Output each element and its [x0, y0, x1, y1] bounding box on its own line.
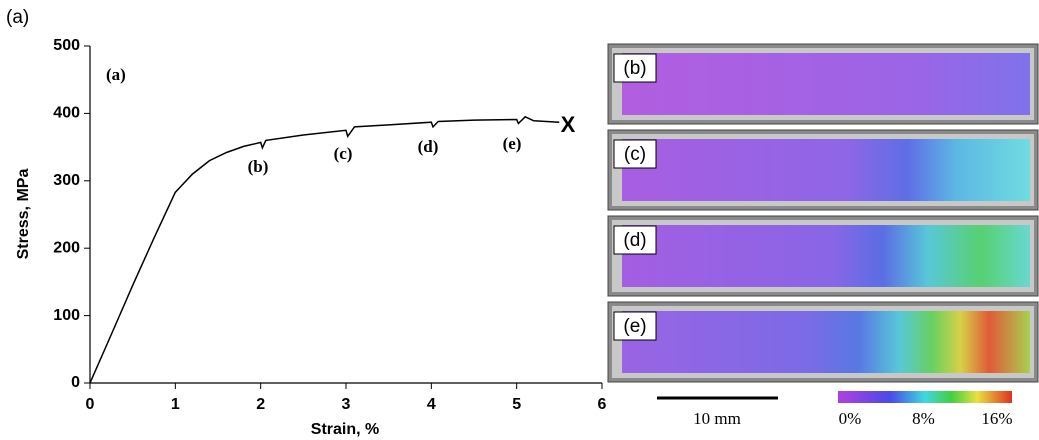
panel-label: (b)	[623, 58, 646, 79]
panel-label: (d)	[623, 230, 646, 251]
colorbar-tick-label: 8%	[912, 409, 935, 428]
y-axis-label: Stress, MPa	[15, 169, 32, 260]
y-tick-label: 500	[53, 37, 80, 54]
panel-label: (e)	[623, 316, 646, 337]
x-tick-label: 5	[512, 396, 521, 413]
strain-map	[622, 311, 1030, 373]
colorbar	[838, 391, 1012, 403]
colorbar-tick-label: 16%	[981, 409, 1012, 428]
annotation: (a)	[106, 65, 126, 84]
y-tick-label: 300	[53, 172, 80, 189]
colorbar-tick-label: 0%	[839, 409, 862, 428]
stress-strain-curve	[89, 115, 560, 384]
x-axis-label: Strain, %	[311, 421, 379, 438]
y-tick-label: 100	[53, 307, 80, 324]
panel-label-box	[613, 225, 657, 255]
x-tick-label: 0	[86, 396, 95, 413]
annotation: (e)	[503, 134, 522, 153]
x-tick-label: 3	[342, 396, 351, 413]
x-tick-label: 4	[427, 396, 436, 413]
y-tick-label: 400	[53, 105, 80, 122]
strain-maps: (b) (c) (d) (e)	[607, 43, 1039, 383]
y-tick-label: 200	[53, 239, 80, 256]
strain-map	[622, 139, 1030, 201]
annotation: (d)	[418, 137, 439, 156]
panel-label-box	[613, 311, 657, 341]
panel-label: (c)	[624, 144, 646, 165]
fracture-mark: X	[561, 112, 576, 137]
strain-map	[622, 225, 1030, 287]
panel-label-box	[613, 53, 657, 83]
strain-map	[622, 53, 1030, 115]
annotation: (c)	[334, 144, 353, 163]
scale-bar-label: 10 mm	[693, 409, 741, 428]
figure-label: (a)	[6, 7, 29, 28]
panel-label-box	[613, 139, 657, 169]
y-tick-label: 0	[71, 374, 80, 391]
x-tick-label: 2	[256, 396, 265, 413]
annotation: (b)	[248, 157, 269, 176]
x-tick-label: 6	[598, 396, 607, 413]
x-tick-label: 1	[171, 396, 180, 413]
